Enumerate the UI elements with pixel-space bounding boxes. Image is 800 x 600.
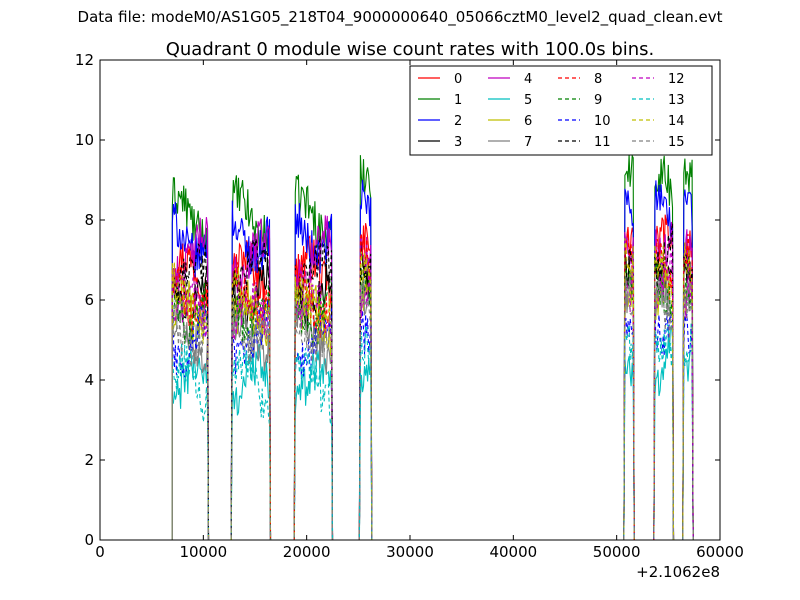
x-tick-label: 10000 xyxy=(179,543,227,561)
legend-label-module-10: 10 xyxy=(594,114,611,129)
series-line-module-5 xyxy=(171,325,694,541)
series-line-module-8 xyxy=(171,232,694,541)
series-line-module-10 xyxy=(171,300,694,541)
figure-supertitle: Data file: modeM0/AS1G05_218T04_90000006… xyxy=(77,8,723,26)
series-line-module-2 xyxy=(171,179,694,541)
legend-label-module-6: 6 xyxy=(524,114,532,129)
series-layer xyxy=(171,153,694,541)
legend-label-module-14: 14 xyxy=(668,114,685,129)
x-tick-label: 60000 xyxy=(696,543,744,561)
legend-label-module-15: 15 xyxy=(668,135,685,150)
x-tick-label: 0 xyxy=(95,543,105,561)
x-tick-label: 30000 xyxy=(386,543,434,561)
series-line-module-13 xyxy=(171,323,694,541)
x-tick-label: 20000 xyxy=(283,543,331,561)
legend-label-module-4: 4 xyxy=(524,72,532,87)
series-line-module-11 xyxy=(171,223,694,541)
legend-label-module-12: 12 xyxy=(668,72,685,87)
legend-label-module-11: 11 xyxy=(594,135,611,150)
y-tick-label: 12 xyxy=(75,51,94,69)
x-axis-offset-label: +2.1062e8 xyxy=(636,563,720,581)
series-line-module-14 xyxy=(171,238,694,541)
legend-frame xyxy=(409,65,713,156)
legend-label-module-9: 9 xyxy=(594,93,602,108)
legend-label-module-1: 1 xyxy=(454,93,462,108)
legend-label-module-2: 2 xyxy=(454,114,462,129)
chart-title: Quadrant 0 module wise count rates with … xyxy=(166,39,655,60)
series-line-module-15 xyxy=(171,276,694,541)
y-tick-label: 6 xyxy=(84,291,94,309)
x-tick-label: 40000 xyxy=(489,543,537,561)
x-tick-label: 50000 xyxy=(593,543,641,561)
y-tick-label: 8 xyxy=(84,211,94,229)
y-tick-label: 2 xyxy=(84,451,94,469)
series-line-module-12 xyxy=(171,249,694,541)
y-tick-label: 0 xyxy=(84,531,94,549)
legend-label-module-0: 0 xyxy=(454,72,462,87)
legend-label-module-3: 3 xyxy=(454,135,462,150)
series-line-module-7 xyxy=(171,269,694,541)
series-line-module-3 xyxy=(171,241,694,541)
legend-label-module-8: 8 xyxy=(594,72,602,87)
legend-label-module-7: 7 xyxy=(524,135,532,150)
legend-label-module-13: 13 xyxy=(668,93,685,108)
legend-label-module-5: 5 xyxy=(524,93,532,108)
y-tick-label: 10 xyxy=(75,131,94,149)
y-tick-label: 4 xyxy=(84,371,94,389)
